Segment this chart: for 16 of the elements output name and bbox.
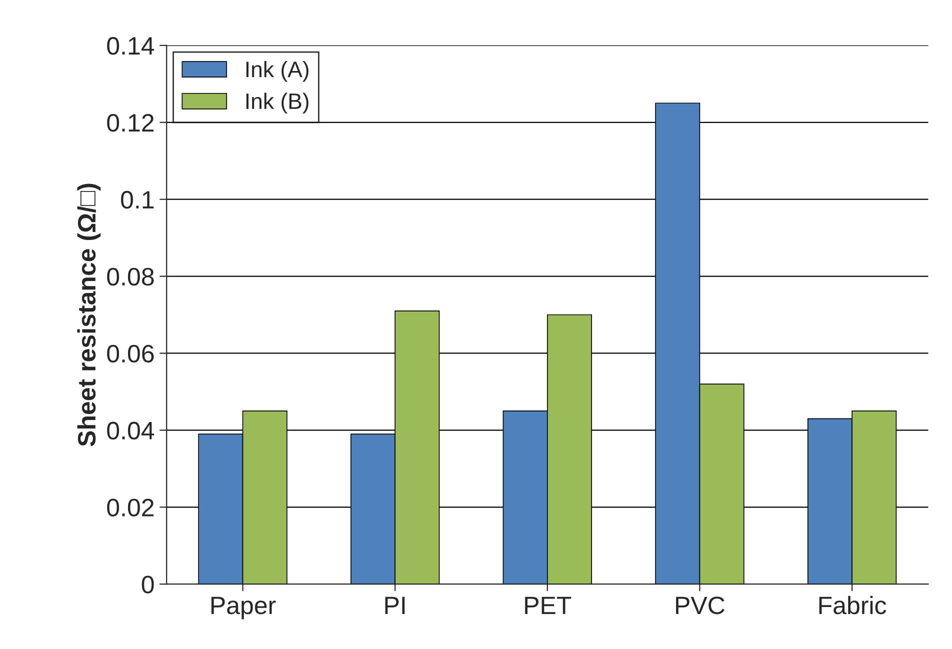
- x-tick-label: PI: [385, 596, 405, 614]
- x-tick-label: Fabric: [819, 596, 886, 614]
- legend-label: Ink (B): [246, 92, 308, 114]
- y-tick-label: 0.02: [107, 498, 154, 516]
- y-tick-label: 0.08: [107, 268, 154, 286]
- x-tick-label: Paper: [211, 596, 276, 620]
- legend-label: Ink (A): [246, 60, 308, 82]
- y-tick-label: 0.12: [107, 114, 154, 132]
- x-tick-label: PET: [525, 596, 572, 614]
- y-tick-label: 0: [142, 576, 154, 594]
- y-tick-label: 0.06: [107, 344, 154, 363]
- y-tick-label: 0.04: [107, 422, 154, 440]
- x-tick-label: PVC: [676, 596, 724, 614]
- y-axis-title: Sheet resistance (Ω/□): [77, 184, 101, 446]
- y-tick-label: 0.14: [107, 37, 154, 55]
- y-tick-label: 0.1: [121, 190, 154, 209]
